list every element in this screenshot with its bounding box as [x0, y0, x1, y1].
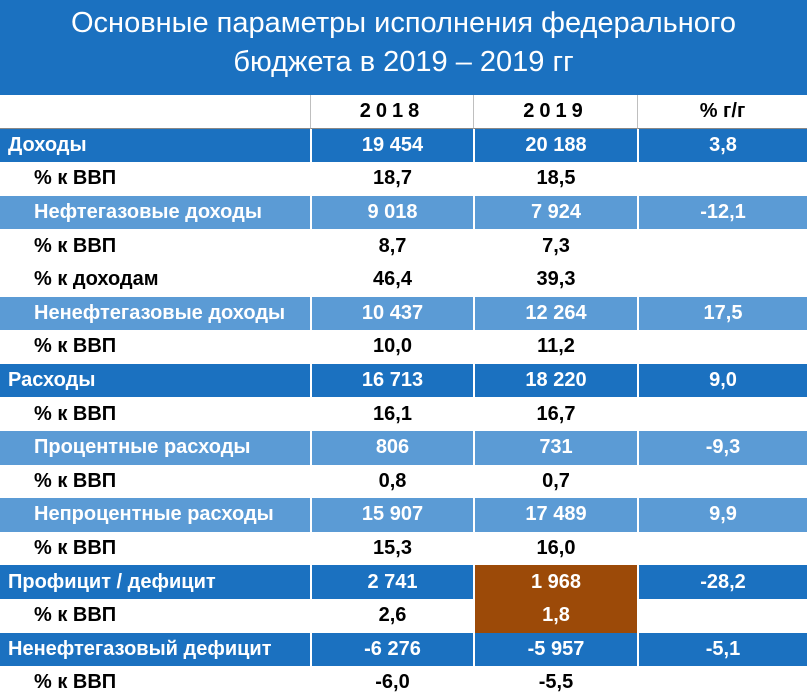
value-2018: 0,8: [310, 464, 473, 499]
value-yoy: [637, 464, 807, 499]
table-row: Непроцентные расходы 15 907 17 489 9,9: [0, 498, 807, 532]
value-2018: 16 713: [310, 363, 473, 398]
value-2018: 15 907: [310, 498, 473, 532]
table-row: Профицит / дефицит 2 741 1 968 -28,2: [0, 565, 807, 599]
table-row: Процентные расходы 806 731 -9,3: [0, 430, 807, 465]
header-yoy: % г/г: [637, 95, 807, 129]
title-line-2: бюджета в 2019 – 2019 гг: [233, 46, 574, 78]
header-2018: 2018: [310, 95, 473, 129]
table-row: Доходы 19 454 20 188 3,8: [0, 128, 807, 163]
page-title: Основные параметры исполнения федерально…: [0, 0, 807, 90]
row-label: % к доходам: [34, 268, 159, 291]
value-yoy: 3,8: [637, 128, 807, 163]
value-yoy: [637, 330, 807, 364]
row-label: Непроцентные расходы: [34, 503, 274, 526]
value-2019: 20 188: [473, 128, 637, 163]
table-row: % к ВВП 10,0 11,2: [0, 330, 807, 364]
row-label: % к ВВП: [34, 604, 117, 627]
row-label: Процентные расходы: [34, 436, 251, 459]
value-2019: 7,3: [473, 229, 637, 263]
value-2019: 39,3: [473, 262, 637, 297]
value-yoy: -5,1: [637, 632, 807, 667]
row-label: Нефтегазовые доходы: [34, 201, 262, 224]
table-row: % к ВВП 16,1 16,7: [0, 397, 807, 431]
value-yoy: -28,2: [637, 565, 807, 599]
header-2019: 2019: [473, 95, 637, 129]
header-label-cell: [0, 95, 310, 129]
table-row: % к ВВП 18,7 18,5: [0, 162, 807, 196]
table-header-row: 2018 2019 % г/г: [0, 95, 807, 129]
row-label: % к ВВП: [34, 335, 117, 358]
table-row: % к ВВП -6,0 -5,5: [0, 666, 807, 700]
value-2019: 18,5: [473, 162, 637, 196]
value-2018: 2 741: [310, 565, 473, 599]
value-yoy: -9,3: [637, 430, 807, 465]
value-2019: 731: [473, 430, 637, 465]
value-2019: 16,0: [473, 531, 637, 566]
value-2019: 11,2: [473, 330, 637, 364]
value-2018: 15,3: [310, 531, 473, 566]
table-row: Расходы 16 713 18 220 9,0: [0, 363, 807, 398]
value-2018: 9 018: [310, 195, 473, 230]
value-2019: 17 489: [473, 498, 637, 532]
row-label: Ненефтегазовый дефицит: [8, 637, 272, 660]
row-label: % к ВВП: [34, 167, 117, 190]
value-2019: 18 220: [473, 363, 637, 398]
value-2019: 16,7: [473, 397, 637, 431]
value-2019: 12 264: [473, 296, 637, 331]
table-row: % к ВВП 2,6 1,8: [0, 598, 807, 633]
table-row: Ненефтегазовый дефицит -6 276 -5 957 -5,1: [0, 632, 807, 667]
row-label: % к ВВП: [34, 671, 117, 694]
value-2018: 8,7: [310, 229, 473, 263]
value-yoy: [637, 598, 807, 633]
row-label: Ненефтегазовые доходы: [34, 301, 286, 324]
table-row: % к ВВП 8,7 7,3: [0, 229, 807, 263]
row-label: % к ВВП: [34, 537, 117, 560]
row-label: % к ВВП: [34, 402, 117, 425]
value-yoy: -12,1: [637, 195, 807, 230]
row-label: % к ВВП: [34, 469, 117, 492]
value-2018: 2,6: [310, 598, 473, 633]
table-row: % к ВВП 0,8 0,7: [0, 464, 807, 499]
value-yoy: [637, 229, 807, 263]
value-yoy: [637, 162, 807, 196]
table-row: % к ВВП 15,3 16,0: [0, 531, 807, 566]
table-row: % к доходам 46,4 39,3: [0, 262, 807, 297]
value-yoy: [637, 262, 807, 297]
table-row: Нефтегазовые доходы 9 018 7 924 -12,1: [0, 195, 807, 230]
value-yoy: [637, 531, 807, 566]
value-2019: 0,7: [473, 464, 637, 499]
value-2019: 1 968: [473, 565, 637, 599]
value-2018: 16,1: [310, 397, 473, 431]
title-line-1: Основные параметры исполнения федерально…: [71, 7, 736, 39]
value-2019: -5,5: [473, 666, 637, 700]
value-2018: 806: [310, 430, 473, 465]
value-2018: -6 276: [310, 632, 473, 667]
row-label: % к ВВП: [34, 234, 117, 257]
row-label: Доходы: [8, 133, 87, 156]
value-2018: -6,0: [310, 666, 473, 700]
value-2019: 1,8: [473, 598, 637, 633]
table-row: Ненефтегазовые доходы 10 437 12 264 17,5: [0, 296, 807, 331]
row-label: Профицит / дефицит: [8, 570, 216, 593]
value-2018: 18,7: [310, 162, 473, 196]
value-yoy: 17,5: [637, 296, 807, 331]
value-2018: 19 454: [310, 128, 473, 163]
value-yoy: [637, 666, 807, 700]
value-yoy: 9,0: [637, 363, 807, 398]
value-2018: 10 437: [310, 296, 473, 331]
value-yoy: 9,9: [637, 498, 807, 532]
value-2019: -5 957: [473, 632, 637, 667]
value-2018: 46,4: [310, 262, 473, 297]
budget-table: 2018 2019 % г/г Доходы 19 454 20 188 3,8% к…: [0, 95, 807, 700]
value-yoy: [637, 397, 807, 431]
row-label: Расходы: [8, 369, 96, 392]
value-2019: 7 924: [473, 195, 637, 230]
value-2018: 10,0: [310, 330, 473, 364]
